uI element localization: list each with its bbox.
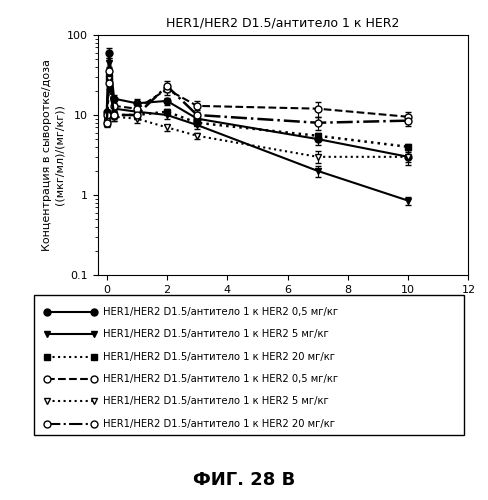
- Text: ФИГ. 28 В: ФИГ. 28 В: [193, 471, 295, 489]
- Text: HER1/HER2 D1.5/антитело 1 к HER2 0,5 мг/кг: HER1/HER2 D1.5/антитело 1 к HER2 0,5 мг/…: [103, 374, 338, 384]
- Text: HER1/HER2 D1.5/антитело 1 к HER2 5 мг/кг: HER1/HER2 D1.5/антитело 1 к HER2 5 мг/кг: [103, 329, 328, 339]
- Text: HER1/HER2 D1.5/антитело 1 к HER2 5 мг/кг: HER1/HER2 D1.5/антитело 1 к HER2 5 мг/кг: [103, 396, 328, 406]
- Y-axis label: Концентрация в сыворотке/доза
((мкг/мл)/(мг/кг)): Концентрация в сыворотке/доза ((мкг/мл)/…: [42, 59, 64, 251]
- Text: HER1/HER2 D1.5/антитело 1 к HER2 20 мг/кг: HER1/HER2 D1.5/антитело 1 к HER2 20 мг/к…: [103, 352, 335, 362]
- X-axis label: Время (сутки): Время (сутки): [237, 300, 329, 314]
- Text: HER1/HER2 D1.5/антитело 1 к HER2 0,5 мг/кг: HER1/HER2 D1.5/антитело 1 к HER2 0,5 мг/…: [103, 307, 338, 317]
- Title: HER1/HER2 D1.5/антитело 1 к HER2: HER1/HER2 D1.5/антитело 1 к HER2: [166, 16, 400, 30]
- Text: HER1/HER2 D1.5/антитело 1 к HER2 20 мг/кг: HER1/HER2 D1.5/антитело 1 к HER2 20 мг/к…: [103, 419, 335, 429]
